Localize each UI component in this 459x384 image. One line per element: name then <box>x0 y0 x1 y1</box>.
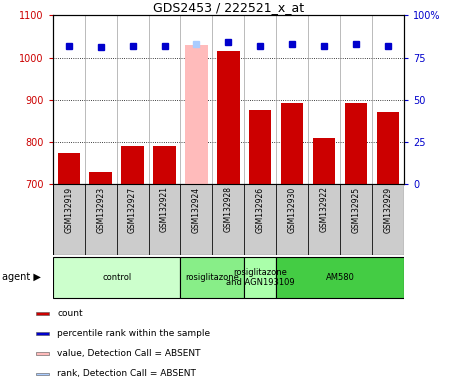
Bar <box>180 184 213 255</box>
Bar <box>149 184 180 255</box>
Bar <box>53 257 180 298</box>
Bar <box>36 332 50 335</box>
Text: percentile rank within the sample: percentile rank within the sample <box>57 329 210 338</box>
Text: GSM132930: GSM132930 <box>288 187 297 233</box>
Bar <box>185 45 207 184</box>
Bar <box>57 152 80 184</box>
Text: GSM132922: GSM132922 <box>319 187 329 232</box>
Text: AM580: AM580 <box>325 273 354 282</box>
Text: control: control <box>102 273 131 282</box>
Text: agent ▶: agent ▶ <box>2 272 41 283</box>
Bar <box>249 111 271 184</box>
Text: GSM132929: GSM132929 <box>383 187 392 233</box>
Bar <box>117 184 149 255</box>
Bar <box>281 103 303 184</box>
Bar <box>308 184 340 255</box>
Bar <box>153 146 176 184</box>
Bar <box>377 112 399 184</box>
Text: value, Detection Call = ABSENT: value, Detection Call = ABSENT <box>57 349 201 358</box>
Bar <box>90 172 112 184</box>
Bar <box>244 184 276 255</box>
Text: rosiglitazone
and AGN193109: rosiglitazone and AGN193109 <box>226 268 295 287</box>
Text: GSM132928: GSM132928 <box>224 187 233 232</box>
Text: rank, Detection Call = ABSENT: rank, Detection Call = ABSENT <box>57 369 196 378</box>
Text: rosiglitazone: rosiglitazone <box>185 273 239 282</box>
Bar <box>36 372 50 375</box>
Text: GSM132925: GSM132925 <box>352 187 360 233</box>
Bar <box>276 184 308 255</box>
Bar <box>340 184 372 255</box>
Bar <box>244 257 276 298</box>
Bar <box>36 312 50 315</box>
Text: GSM132921: GSM132921 <box>160 187 169 232</box>
Text: GSM132924: GSM132924 <box>192 187 201 233</box>
Bar <box>180 257 244 298</box>
Bar <box>345 103 367 184</box>
Bar <box>122 146 144 184</box>
Title: GDS2453 / 222521_x_at: GDS2453 / 222521_x_at <box>153 1 304 14</box>
Bar <box>276 257 404 298</box>
Bar <box>85 184 117 255</box>
Text: GSM132919: GSM132919 <box>64 187 73 233</box>
Bar <box>313 138 335 184</box>
Text: count: count <box>57 309 83 318</box>
Bar <box>53 184 85 255</box>
Text: GSM132926: GSM132926 <box>256 187 265 233</box>
Bar <box>217 51 240 184</box>
Bar <box>372 184 404 255</box>
Text: GSM132923: GSM132923 <box>96 187 105 233</box>
Bar <box>36 353 50 355</box>
Text: GSM132927: GSM132927 <box>128 187 137 233</box>
Bar <box>213 184 244 255</box>
